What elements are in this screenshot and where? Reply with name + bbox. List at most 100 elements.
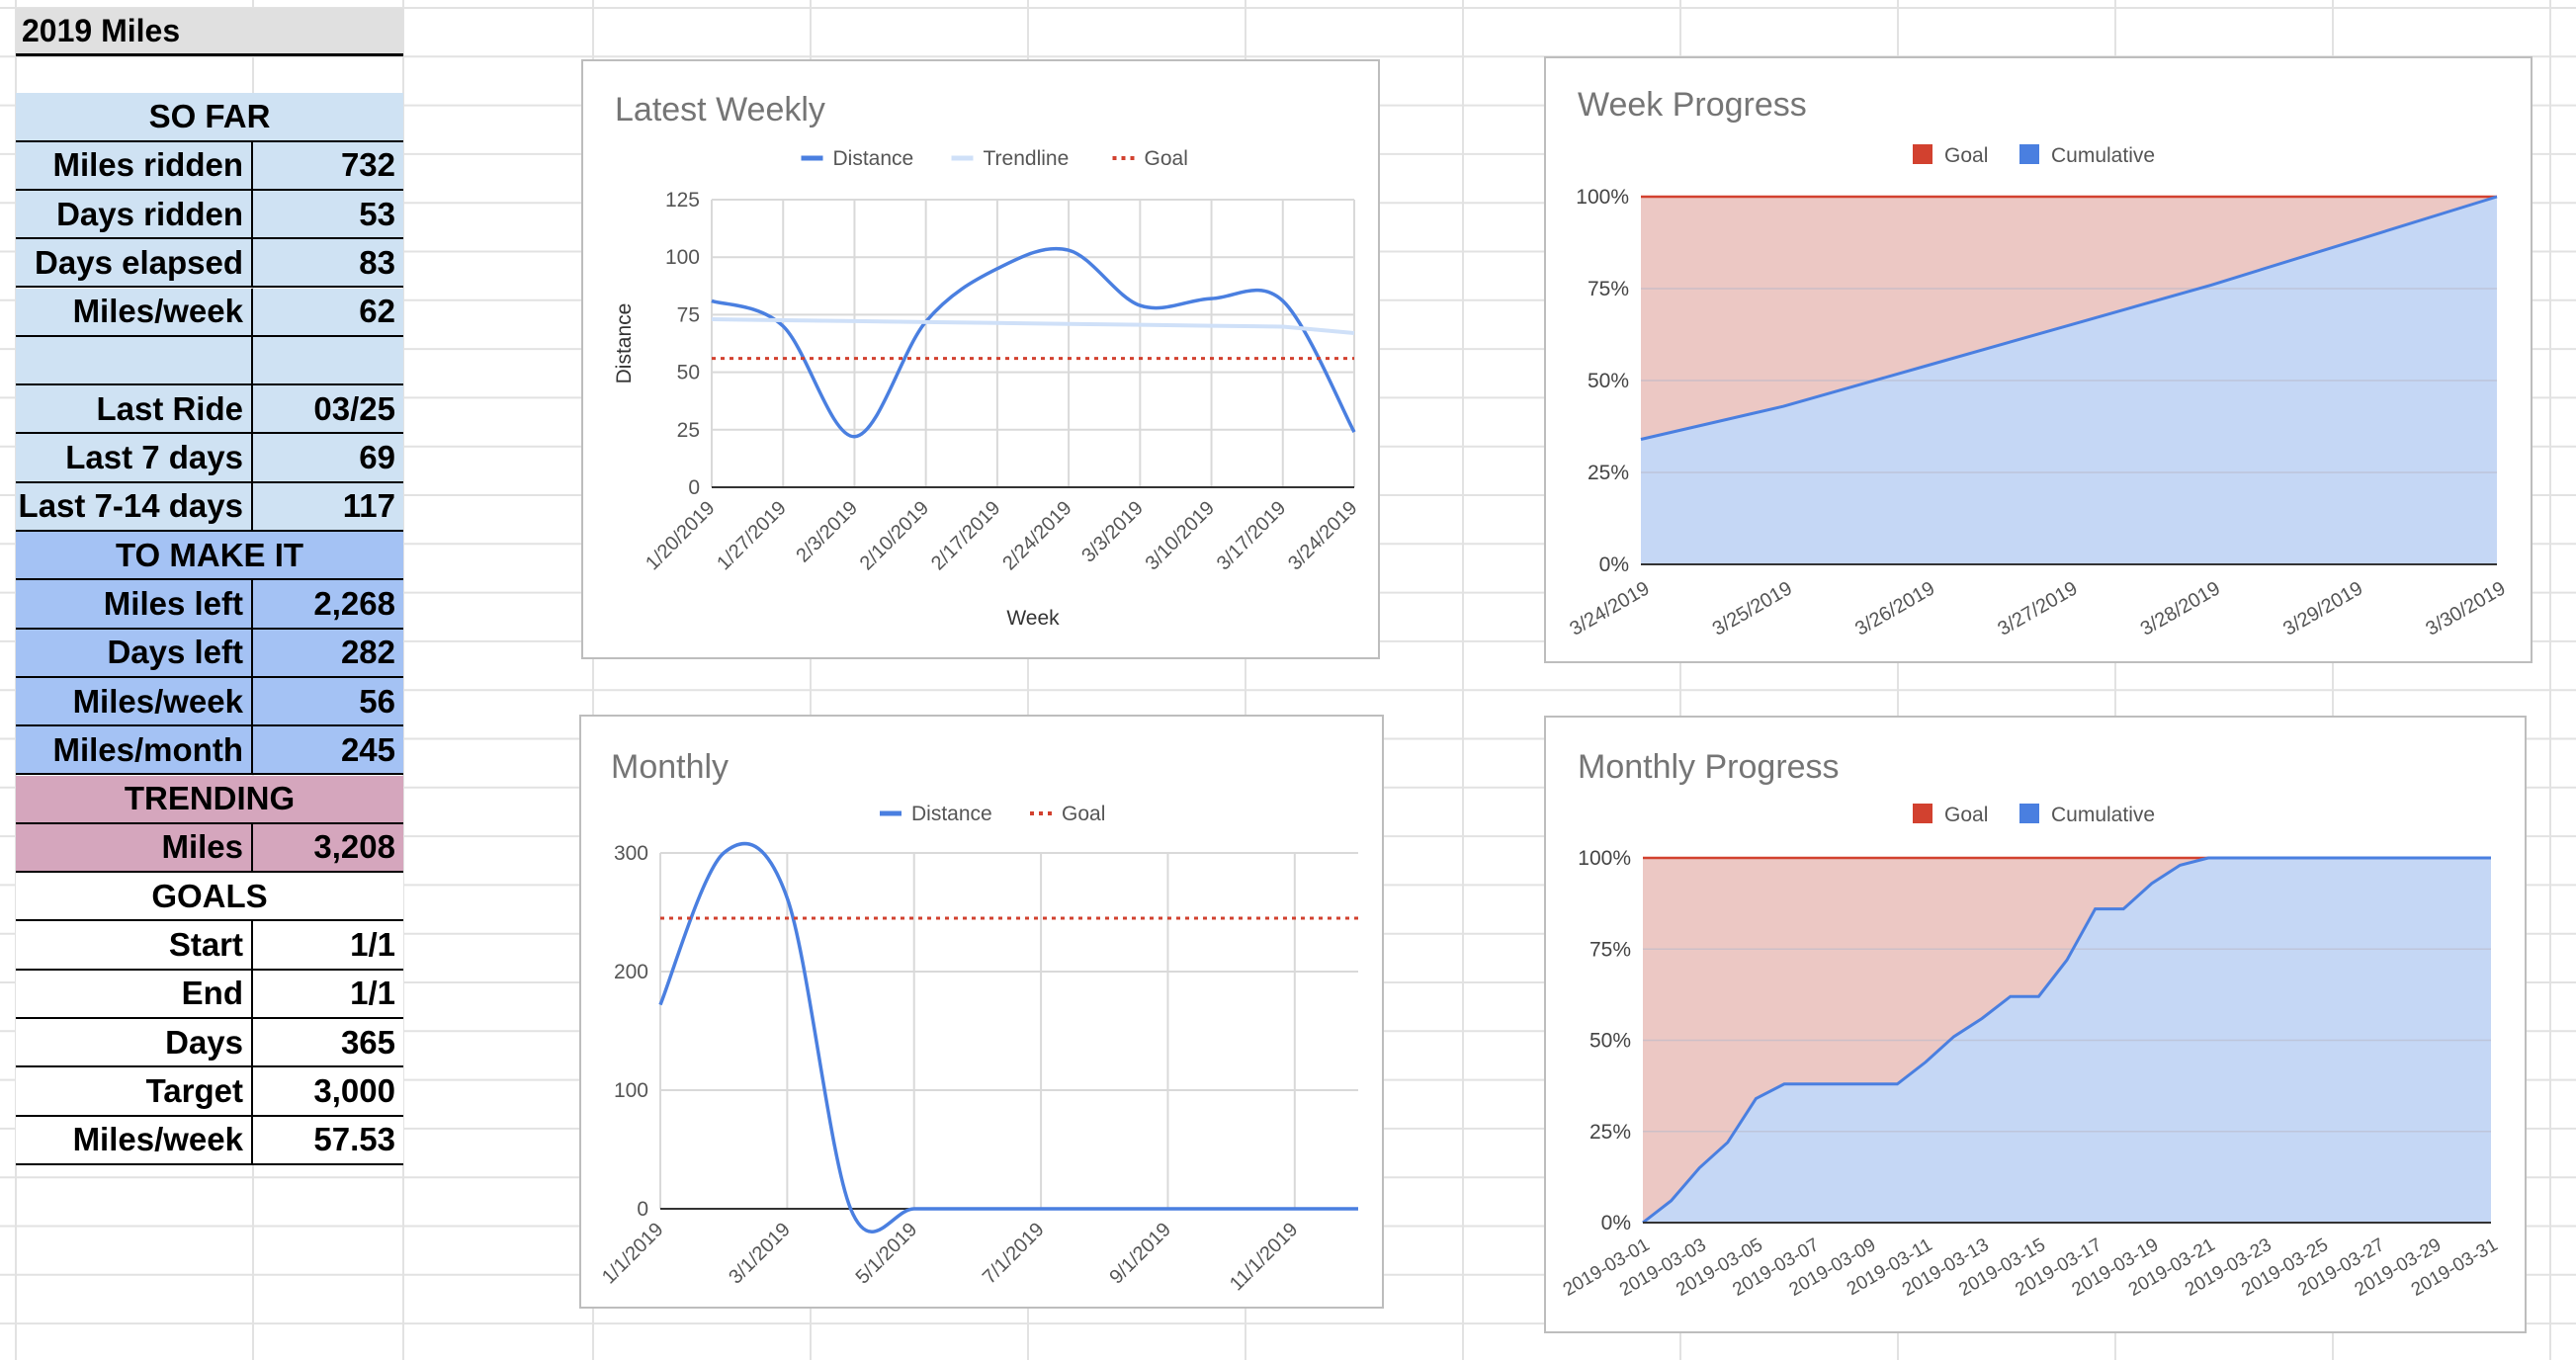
- table-row[interactable]: Last 7 days 69: [16, 434, 403, 483]
- section-header-row[interactable]: TRENDING: [16, 775, 403, 824]
- row-value: 117: [342, 487, 395, 525]
- section-header: TRENDING: [124, 780, 296, 817]
- row-label: Miles ridden: [16, 141, 253, 189]
- row-value: [253, 337, 403, 383]
- row-label: Miles: [16, 823, 253, 872]
- row-value: 1/1: [350, 975, 395, 1012]
- table-row[interactable]: Miles left 2,268: [16, 580, 403, 630]
- monthly-chart[interactable]: Monthly Distance Goal 0 100 200 300 1/1/2019 3/1…: [579, 715, 1384, 1309]
- table-row[interactable]: Miles 3,208: [16, 823, 403, 874]
- x-tick-label: 3/17/2019: [1213, 497, 1290, 574]
- x-tick-label: 1/27/2019: [713, 497, 790, 574]
- section-header-row[interactable]: SO FAR: [16, 93, 403, 142]
- monthly-progress-svg: Monthly Progress Goal Cumulative 0% 25% 50% 75…: [1560, 748, 2502, 1301]
- x-tick-label: 3/24/2019: [1284, 497, 1361, 574]
- y-tick-label: 125: [665, 189, 700, 212]
- row-label: Miles/week: [16, 677, 253, 725]
- cumulative-series-line: [1642, 856, 2491, 1225]
- y-tick-label: 25: [677, 419, 700, 442]
- row-label: [16, 336, 253, 384]
- table-row[interactable]: Target 3,000: [16, 1067, 403, 1117]
- y-tick-label: 0%: [1599, 553, 1629, 576]
- table-row[interactable]: Miles/month 245: [16, 726, 403, 776]
- y-tick-label: 0: [688, 476, 700, 499]
- row-value: 83: [359, 243, 395, 281]
- x-tick-label: 3/3/2019: [1077, 497, 1148, 567]
- latest-weekly-svg: Latest Weekly Distance Trendline Goal 0 25 50 7…: [613, 91, 1362, 630]
- legend-entry: Goal: [1145, 147, 1188, 170]
- x-tick-label: 9/1/2019: [1105, 1219, 1175, 1289]
- row-value: 62: [359, 293, 395, 330]
- y-tick-label: 50%: [1589, 1030, 1631, 1053]
- row-label: Days: [16, 1019, 253, 1066]
- table-row[interactable]: End 1/1: [16, 970, 403, 1019]
- y-tick-label: 50: [677, 362, 700, 384]
- y-tick-label: 100%: [1578, 847, 1631, 870]
- section-header: TO MAKE IT: [115, 536, 304, 573]
- week-progress-chart[interactable]: Week Progress Goal Cumulative 0% 25% 50% 75% 10…: [1544, 56, 2533, 663]
- x-tick-label: 2/24/2019: [998, 497, 1075, 574]
- legend-entry: Goal: [1944, 804, 1988, 826]
- legend-entry: Distance: [911, 803, 992, 825]
- row-value: 56: [359, 682, 395, 720]
- row-label: Last Ride: [16, 385, 253, 433]
- row-label: End: [16, 970, 253, 1017]
- x-tick-label: 3/30/2019: [2422, 577, 2509, 640]
- x-tick-label: 7/1/2019: [979, 1219, 1049, 1289]
- y-tick-label: 100: [614, 1079, 648, 1102]
- legend-entry: Goal: [1944, 144, 1988, 167]
- section-header-row[interactable]: GOALS: [16, 873, 403, 922]
- latest-weekly-chart[interactable]: Latest Weekly Distance Trendline Goal 0 25 50 7…: [581, 59, 1380, 659]
- table-row[interactable]: Start 1/1: [16, 921, 403, 971]
- y-tick-label: 75%: [1589, 938, 1631, 961]
- section-header-row[interactable]: TO MAKE IT: [16, 532, 403, 581]
- table-row[interactable]: [16, 336, 403, 386]
- x-tick-label: 3/25/2019: [1709, 577, 1796, 640]
- table-row[interactable]: Days ridden 53: [16, 190, 403, 240]
- table-row[interactable]: Miles/week 57.53: [16, 1116, 403, 1165]
- legend-entry: Cumulative: [2051, 144, 2155, 167]
- row-value: 3,000: [313, 1071, 395, 1109]
- x-tick-label: 11/1/2019: [1226, 1219, 1302, 1295]
- trendline-series-line: [711, 317, 1355, 336]
- row-value: 53: [359, 195, 395, 232]
- x-axis-label: Week: [1006, 607, 1060, 630]
- row-value: 69: [359, 439, 395, 476]
- row-label: Miles/week: [16, 1116, 253, 1163]
- row-value: 245: [340, 730, 395, 768]
- table-row[interactable]: Last 7-14 days 117: [16, 482, 403, 532]
- table-row[interactable]: Miles/week 62: [16, 288, 403, 337]
- row-label: Days ridden: [16, 190, 253, 238]
- row-label: Days left: [16, 629, 253, 676]
- legend-entry: Distance: [833, 147, 914, 170]
- distance-series-line: [711, 246, 1356, 439]
- monthly-progress-chart[interactable]: Monthly Progress Goal Cumulative 0% 25% 50% 75…: [1544, 716, 2527, 1333]
- legend-entry: Cumulative: [2051, 804, 2155, 826]
- section-header: SO FAR: [148, 97, 271, 134]
- chart-title: Monthly: [611, 748, 729, 786]
- x-tick-label: 3/28/2019: [2137, 577, 2224, 640]
- legend-entry: Trendline: [984, 147, 1070, 170]
- table-row[interactable]: Days 365: [16, 1019, 403, 1068]
- table-row[interactable]: Miles ridden 732: [16, 141, 403, 191]
- legend-entry: Goal: [1062, 803, 1105, 825]
- cumulative-series-line: [1640, 195, 2498, 441]
- y-tick-label: 25%: [1589, 1121, 1631, 1144]
- row-value: 365: [340, 1023, 395, 1061]
- table-row[interactable]: Days elapsed 83: [16, 239, 403, 289]
- sheet-title-row[interactable]: 2019 Miles: [16, 8, 403, 57]
- legend-swatch: [1913, 144, 1932, 164]
- row-label: Start: [16, 921, 253, 969]
- row-label: Days elapsed: [16, 239, 253, 287]
- row-label: Last 7 days: [16, 434, 253, 481]
- legend-swatch: [2019, 144, 2039, 164]
- y-tick-label: 200: [614, 961, 648, 983]
- table-row[interactable]: Last Ride 03/25: [16, 385, 403, 435]
- row-label: Target: [16, 1067, 253, 1115]
- table-row[interactable]: Miles/week 56: [16, 677, 403, 727]
- chart-title: Monthly Progress: [1578, 748, 1840, 786]
- x-tick-label: 2/17/2019: [927, 497, 1004, 574]
- table-row[interactable]: Days left 282: [16, 629, 403, 678]
- y-tick-label: 75: [677, 303, 700, 326]
- y-axis-label: Distance: [613, 303, 636, 384]
